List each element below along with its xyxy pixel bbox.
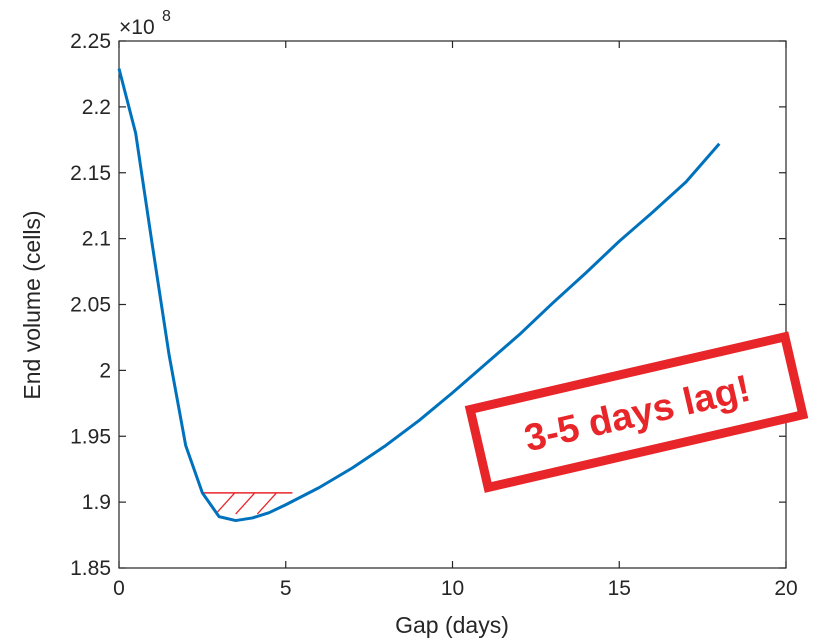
lag-highlight [202,492,293,515]
series-group [117,68,721,523]
y-tick-label: 2.2 [82,96,111,119]
y-tick-label: 1.85 [70,557,111,580]
y-tick-label: 2.1 [82,228,111,251]
x-tick-label: 0 [113,577,125,600]
highlight-hatch [215,492,236,515]
y-tick-label: 2.05 [70,294,111,317]
x-tick-label: 15 [608,577,631,600]
y-tick-label: 2.15 [70,162,111,185]
y-exponent-base: ×10 [119,16,155,39]
stamp-box [464,331,809,493]
y-tick-label: 1.95 [70,425,111,448]
y-exponent-power: 8 [162,8,171,25]
x-tick-label: 10 [441,577,464,600]
y-exponent: ×10 8 [119,8,171,39]
tick-labels: 0 5 10 15 20 1.85 1.9 1.95 2 2.05 2.1 2.15 2.2 2.25 [70,30,798,600]
y-tick-label: 1.9 [82,491,111,514]
x-axis-label: Gap (days) [395,612,509,638]
highlight-hatch [235,492,256,515]
series-line [117,68,721,523]
axes-box [118,40,787,569]
highlight-hatch [256,492,277,515]
x-tick-label: 5 [280,577,292,600]
y-tick-label: 2.25 [70,30,111,53]
y-axis-label: End volume (cells) [19,210,45,399]
plot-area [118,40,787,569]
x-tick-label: 20 [774,577,797,600]
y-tick-label: 2 [99,359,111,382]
